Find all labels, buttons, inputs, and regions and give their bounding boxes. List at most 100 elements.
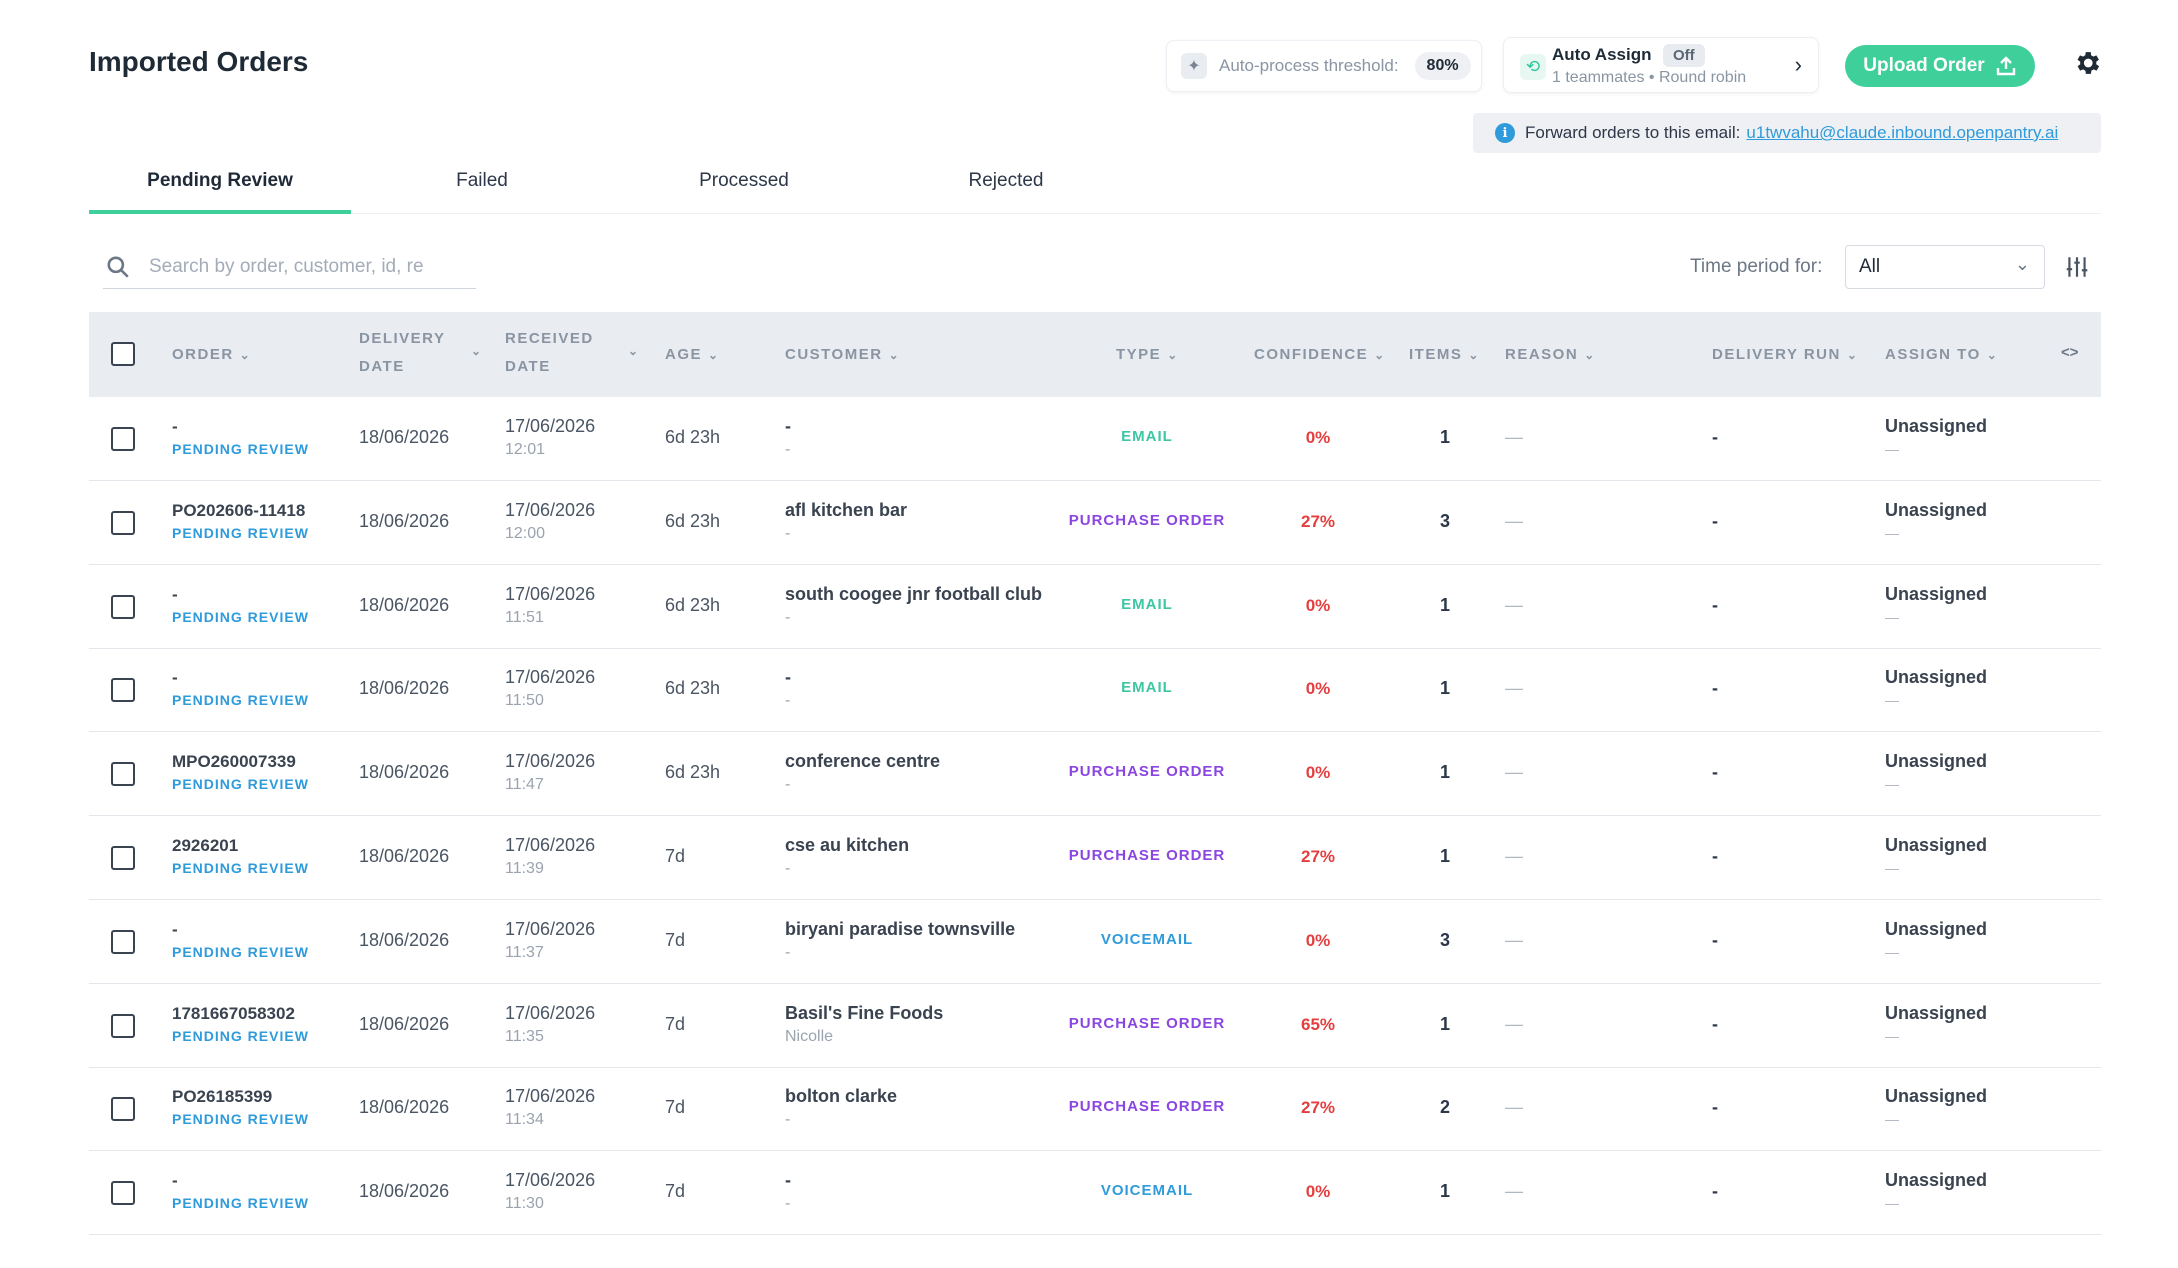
table-row[interactable]: PO202606-11418 PENDING REVIEW 18/06/2026… (89, 481, 2101, 565)
assignee[interactable]: Unassigned (1885, 835, 1988, 855)
assignee[interactable]: Unassigned (1885, 751, 1988, 772)
tab-pending-review[interactable]: Pending Review (89, 160, 351, 214)
column-type[interactable]: TYPE ⌄ (1116, 346, 1179, 363)
order-type: PURCHASE ORDER (1068, 511, 1226, 529)
delivery-date: 18/06/2026 (359, 762, 450, 783)
search-input[interactable] (149, 255, 469, 278)
received-date: 17/06/2026 (505, 1086, 596, 1107)
assignee[interactable]: Unassigned (1885, 1170, 1988, 1191)
delivery-run[interactable]: - (1712, 762, 1718, 783)
column-received-date[interactable]: RECEIVED DATE (505, 330, 594, 375)
order-id[interactable]: - (172, 919, 178, 939)
column-confidence[interactable]: CONFIDENCE ⌄ (1254, 346, 1386, 363)
gear-icon[interactable] (2070, 48, 2104, 82)
assignee[interactable]: Unassigned (1885, 583, 1988, 604)
column-customer[interactable]: CUSTOMER ⌄ (785, 346, 901, 363)
delivery-run[interactable]: - (1712, 846, 1718, 866)
tab-failed[interactable]: Failed (456, 170, 508, 191)
order-id[interactable]: 1781667058302 (172, 1003, 295, 1023)
order-type: VOICEMAIL (1100, 1182, 1194, 1200)
table-row[interactable]: - PENDING REVIEW 18/06/2026 17/06/2026 1… (89, 648, 2101, 733)
delivery-run[interactable]: - (1712, 594, 1718, 615)
delivery-run[interactable]: - (1712, 1097, 1718, 1118)
row-checkbox[interactable] (111, 1097, 135, 1122)
expand-columns-icon[interactable]: <> (2061, 344, 2079, 361)
assignee-sub: — (1885, 1195, 1899, 1212)
column-delivery-run[interactable]: DELIVERY RUN ⌄ (1712, 346, 1859, 363)
age: 6d 23h (665, 762, 721, 783)
order-id[interactable]: - (172, 417, 178, 436)
row-checkbox[interactable] (111, 594, 135, 619)
time-period-select[interactable]: All ⌄ (1845, 245, 2045, 289)
customer-name: Basil's Fine Foods (785, 1002, 944, 1023)
customer-name: - (785, 667, 791, 688)
forward-email-link[interactable]: u1twvahu@claude.inbound.openpantry.ai (1746, 123, 2059, 142)
row-checkbox[interactable] (111, 1181, 135, 1206)
row-checkbox[interactable] (111, 427, 135, 451)
order-id[interactable]: MPO260007339 (172, 752, 296, 772)
assignee[interactable]: Unassigned (1885, 918, 1988, 939)
delivery-date: 18/06/2026 (359, 929, 450, 950)
delivery-run[interactable]: - (1712, 929, 1718, 950)
auto-process-threshold[interactable]: ✦ Auto-process threshold: 80% (1166, 40, 1482, 92)
assignee[interactable]: Unassigned (1885, 1086, 1988, 1107)
column-items[interactable]: ITEMS ⌄ (1409, 346, 1480, 363)
table-row[interactable]: MPO260007339 PENDING REVIEW 18/06/2026 1… (89, 732, 2101, 817)
assignee[interactable]: Unassigned (1885, 416, 1988, 436)
assignee-sub: — (1885, 1027, 1899, 1044)
table-row[interactable]: - PENDING REVIEW 18/06/2026 17/06/2026 1… (89, 1151, 2101, 1236)
table-row[interactable]: - PENDING REVIEW 18/06/2026 17/06/2026 1… (89, 565, 2101, 649)
delivery-run[interactable]: - (1712, 1181, 1718, 1202)
order-id[interactable]: - (172, 668, 178, 688)
column-reason[interactable]: REASON ⌄ (1505, 346, 1596, 363)
status-badge: PENDING REVIEW (172, 1111, 309, 1128)
table-row[interactable]: 2926201 PENDING REVIEW 18/06/2026 17/06/… (89, 816, 2101, 900)
tab-processed[interactable]: Processed (699, 170, 789, 191)
age: 6d 23h (665, 510, 721, 531)
tab-rejected[interactable]: Rejected (968, 170, 1044, 191)
upload-order-button[interactable]: Upload Order (1845, 45, 2035, 87)
order-id[interactable]: 2926201 (172, 836, 239, 855)
row-checkbox[interactable] (111, 762, 135, 787)
status-badge: PENDING REVIEW (172, 441, 309, 457)
table-row[interactable]: 1781667058302 PENDING REVIEW 18/06/2026 … (89, 984, 2101, 1068)
order-type: EMAIL (1121, 595, 1173, 613)
order-id[interactable]: PO202606-11418 (172, 500, 306, 520)
delivery-run[interactable]: - (1712, 427, 1718, 447)
row-checkbox[interactable] (111, 678, 135, 703)
column-age[interactable]: AGE ⌄ (665, 346, 720, 363)
select-all-checkbox[interactable] (111, 342, 135, 366)
column-assign-to[interactable]: ASSIGN TO ⌄ (1885, 346, 1999, 363)
customer-contact: - (785, 524, 791, 542)
confidence: 27% (1300, 511, 1336, 531)
table-row[interactable]: - PENDING REVIEW 18/06/2026 17/06/2026 1… (89, 900, 2101, 984)
row-checkbox[interactable] (111, 929, 135, 954)
assignee[interactable]: Unassigned (1885, 667, 1988, 688)
row-checkbox[interactable] (111, 1013, 135, 1038)
filter-settings-icon[interactable] (2064, 254, 2090, 287)
age: 7d (665, 846, 686, 866)
order-id[interactable]: - (172, 584, 178, 604)
column-received-date-sort-icon[interactable]: ⌄ (628, 344, 640, 358)
received-time: 11:39 (505, 860, 544, 877)
assignee[interactable]: Unassigned (1885, 499, 1988, 520)
status-badge: PENDING REVIEW (172, 692, 309, 709)
age: 6d 23h (665, 594, 721, 615)
row-checkbox[interactable] (111, 510, 135, 535)
delivery-run[interactable]: - (1712, 678, 1718, 699)
delivery-run[interactable]: - (1712, 510, 1718, 531)
table-row[interactable]: - PENDING REVIEW 18/06/2026 17/06/2026 1… (89, 397, 2101, 481)
auto-assign-card[interactable]: ⟲ Auto Assign Off 1 teammates • Round ro… (1503, 37, 1819, 93)
delivery-run[interactable]: - (1712, 1013, 1718, 1034)
column-delivery-date[interactable]: DELIVERY DATE (359, 330, 446, 375)
status-badge: PENDING REVIEW (172, 1027, 309, 1044)
column-order[interactable]: ORDER ⌄ (172, 346, 252, 363)
order-type: PURCHASE ORDER (1068, 1098, 1226, 1116)
assignee[interactable]: Unassigned (1885, 1002, 1988, 1023)
table-row[interactable]: PO26185399 PENDING REVIEW 18/06/2026 17/… (89, 1067, 2101, 1152)
order-id[interactable]: PO26185399 (172, 1087, 273, 1107)
column-delivery-date-sort-icon[interactable]: ⌄ (471, 344, 483, 358)
row-checkbox[interactable] (111, 846, 135, 870)
customer-contact: - (785, 1111, 791, 1129)
order-id[interactable]: - (172, 1171, 178, 1191)
